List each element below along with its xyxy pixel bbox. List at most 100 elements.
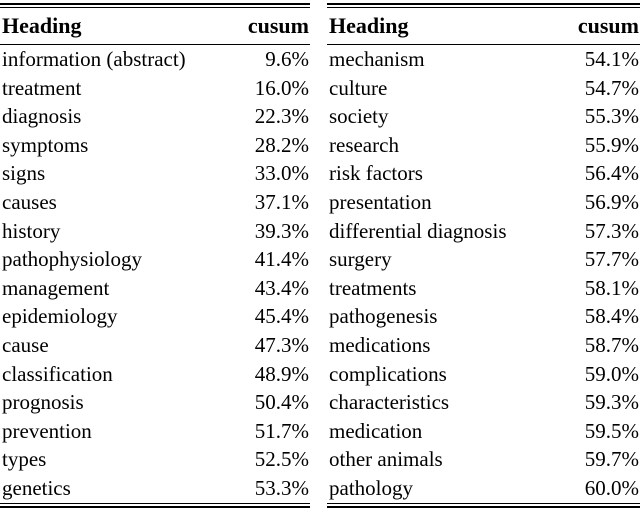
row-cusum-value: 58.1% — [584, 275, 639, 300]
row-heading: diagnosis — [2, 104, 82, 129]
header-rule — [327, 44, 640, 45]
row-cusum-value: 58.7% — [584, 332, 639, 357]
row-cusum-value: 22.3% — [254, 104, 309, 129]
column-header-cusum: cusum — [577, 13, 639, 38]
row-heading: pathology — [329, 475, 413, 500]
row-heading: causes — [2, 189, 57, 214]
table-row: management 43.4% — [0, 274, 310, 303]
row-heading: mechanism — [329, 47, 425, 71]
row-heading: medications — [329, 332, 431, 357]
row-cusum-value: 48.9% — [254, 361, 309, 386]
heading-cusum-table-right: Heading cusum mechanism 54.1% culture 54… — [327, 3, 640, 508]
row-cusum-value: 57.3% — [584, 218, 639, 243]
row-heading: genetics — [2, 475, 71, 500]
table-row: causes 37.1% — [0, 188, 310, 217]
row-heading: differential diagnosis — [329, 218, 507, 243]
column-header-cusum: cusum — [247, 13, 309, 38]
row-heading: pathophysiology — [2, 247, 142, 272]
top-rule — [327, 3, 640, 8]
row-cusum-value: 53.3% — [254, 475, 309, 500]
row-cusum-value: 54.1% — [584, 47, 639, 71]
row-heading: types — [2, 447, 47, 472]
table-header-row: Heading cusum — [0, 8, 310, 44]
row-heading: signs — [2, 161, 46, 186]
row-heading: treatment — [2, 75, 82, 100]
row-heading: pathogenesis — [329, 304, 438, 329]
row-heading: treatments — [329, 275, 417, 300]
row-cusum-value: 9.6% — [265, 47, 309, 71]
table-row: complications 59.0% — [327, 360, 640, 389]
column-header-heading: Heading — [2, 13, 82, 38]
bottom-rule — [0, 502, 310, 508]
table-row: epidemiology 45.4% — [0, 302, 310, 331]
table-row: surgery 57.7% — [327, 245, 640, 274]
row-heading: presentation — [329, 189, 432, 214]
row-heading: other animals — [329, 447, 443, 472]
table-row: culture 54.7% — [327, 74, 640, 103]
row-cusum-value: 45.4% — [254, 304, 309, 329]
table-row: information (abstract) 9.6% — [0, 45, 310, 74]
row-cusum-value: 33.0% — [254, 161, 309, 186]
row-heading: management — [2, 275, 110, 300]
row-heading: epidemiology — [2, 304, 118, 329]
table-row: signs 33.0% — [0, 159, 310, 188]
row-heading: surgery — [329, 247, 392, 272]
row-cusum-value: 56.4% — [584, 161, 639, 186]
table-row: prevention 51.7% — [0, 417, 310, 446]
row-cusum-value: 16.0% — [254, 75, 309, 100]
row-cusum-value: 51.7% — [254, 418, 309, 443]
row-cusum-value: 55.3% — [584, 104, 639, 129]
table-row: classification 48.9% — [0, 360, 310, 389]
row-cusum-value: 52.5% — [254, 447, 309, 472]
table-row: society 55.3% — [327, 102, 640, 131]
row-heading: society — [329, 104, 389, 129]
table-row: cause 47.3% — [0, 331, 310, 360]
table-row: medication 59.5% — [327, 417, 640, 446]
table-row: treatment 16.0% — [0, 74, 310, 103]
table-row: characteristics 59.3% — [327, 388, 640, 417]
top-rule — [0, 3, 310, 8]
table-row: genetics 53.3% — [0, 474, 310, 503]
table-body: mechanism 54.1% culture 54.7% society 55… — [327, 45, 640, 503]
row-heading: cause — [2, 332, 49, 357]
row-cusum-value: 57.7% — [584, 247, 639, 272]
table-row: history 39.3% — [0, 217, 310, 246]
row-heading: complications — [329, 361, 447, 386]
row-cusum-value: 43.4% — [254, 275, 309, 300]
row-heading: culture — [329, 75, 388, 100]
row-cusum-value: 59.3% — [584, 390, 639, 415]
row-heading: risk factors — [329, 161, 423, 186]
table-row: types 52.5% — [0, 445, 310, 474]
table-row: other animals 59.7% — [327, 445, 640, 474]
table-row: prognosis 50.4% — [0, 388, 310, 417]
row-cusum-value: 58.4% — [584, 304, 639, 329]
row-cusum-value: 60.0% — [584, 475, 639, 500]
table-row: pathogenesis 58.4% — [327, 302, 640, 331]
row-heading: prognosis — [2, 390, 84, 415]
table-row: pathology 60.0% — [327, 474, 640, 503]
table-row: pathophysiology 41.4% — [0, 245, 310, 274]
table-row: presentation 56.9% — [327, 188, 640, 217]
row-cusum-value: 59.7% — [584, 447, 639, 472]
row-heading: characteristics — [329, 390, 450, 415]
table-row: symptoms 28.2% — [0, 131, 310, 160]
row-cusum-value: 59.5% — [584, 418, 639, 443]
row-heading: research — [329, 132, 399, 157]
table-row: medications 58.7% — [327, 331, 640, 360]
row-heading: history — [2, 218, 61, 243]
row-cusum-value: 56.9% — [584, 189, 639, 214]
row-cusum-value: 55.9% — [584, 132, 639, 157]
table-row: mechanism 54.1% — [327, 45, 640, 74]
bottom-rule — [327, 502, 640, 508]
row-cusum-value: 41.4% — [254, 247, 309, 272]
heading-cusum-table-left: Heading cusum information (abstract) 9.6… — [0, 3, 310, 508]
row-heading: classification — [2, 361, 113, 386]
table-row: research 55.9% — [327, 131, 640, 160]
row-cusum-value: 54.7% — [584, 75, 639, 100]
table-header-row: Heading cusum — [327, 8, 640, 44]
row-heading: prevention — [2, 418, 92, 443]
row-cusum-value: 47.3% — [254, 332, 309, 357]
row-cusum-value: 39.3% — [254, 218, 309, 243]
row-cusum-value: 28.2% — [254, 132, 309, 157]
row-cusum-value: 50.4% — [254, 390, 309, 415]
